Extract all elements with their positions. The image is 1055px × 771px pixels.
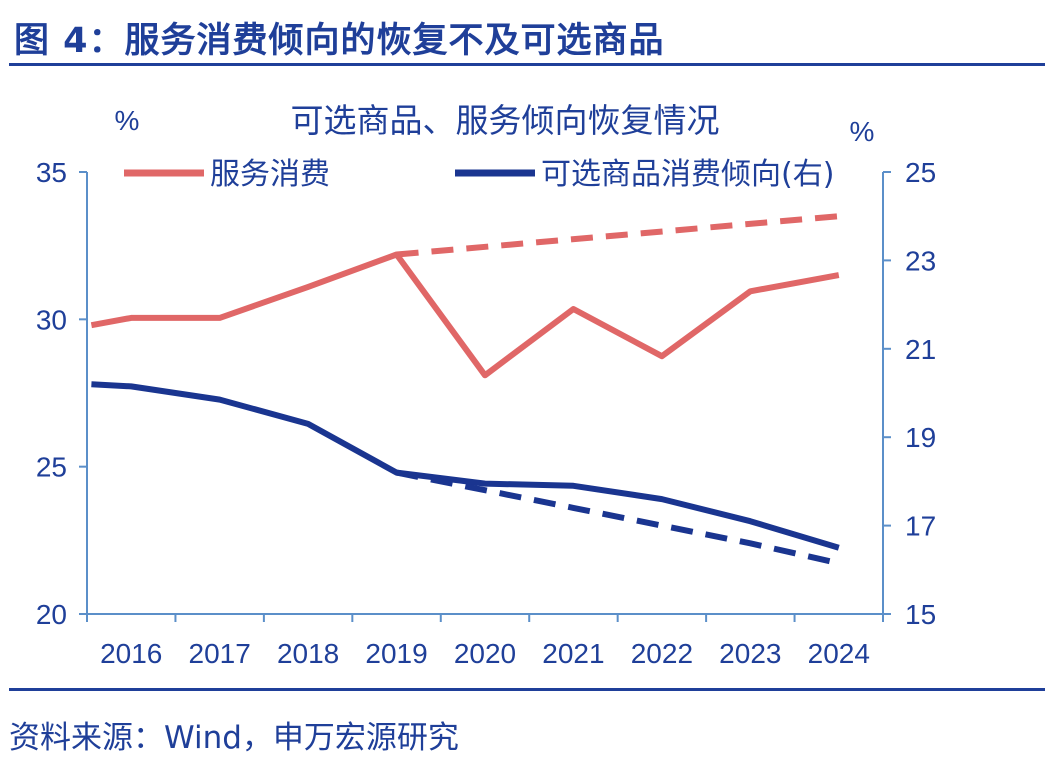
source-note: 资料来源：Wind，申万宏源研究	[9, 720, 459, 756]
right-y-tick-label: 15	[905, 599, 936, 630]
left-y-tick-label: 25	[36, 452, 67, 483]
series-line-left	[90, 251, 840, 379]
x-tick-label: 2019	[365, 638, 427, 669]
x-tick-label: 2023	[719, 638, 781, 669]
right-y-tick-label: 25	[905, 157, 936, 188]
chart-title: 可选商品、服务倾向恢复情况	[291, 101, 720, 140]
axes: 20 25 30 35 15 17 19 21 23 25 2016 2017 2018 2019 2020…	[36, 157, 936, 669]
left-y-tick-label: 30	[36, 304, 67, 335]
legend: 服务消费 可选商品消费倾向(右)	[124, 157, 834, 192]
figure-title: 图 4：服务消费倾向的恢复不及可选商品	[14, 21, 665, 61]
right-y-tick-label: 23	[905, 245, 936, 276]
x-tick-label: 2021	[542, 638, 604, 669]
x-tick-label: 2018	[277, 638, 339, 669]
left-axis-unit: %	[115, 105, 140, 136]
legend-label: 可选商品消费倾向(右)	[541, 157, 834, 192]
legend-label: 服务消费	[210, 157, 330, 192]
right-y-tick-label: 19	[905, 422, 936, 453]
plot-area	[90, 213, 840, 567]
x-tick-label: 2020	[454, 638, 516, 669]
footer-divider	[9, 688, 1045, 691]
x-tick-label: 2022	[631, 638, 693, 669]
trend-line-left	[396, 213, 840, 258]
right-y-tick-label: 21	[905, 334, 936, 365]
x-tick-label: 2024	[808, 638, 870, 669]
line-chart: 可选商品、服务倾向恢复情况 % % 2025303515171921232520…	[36, 101, 936, 669]
series-line-right	[91, 381, 840, 551]
title-divider	[9, 63, 1045, 66]
trend-line-right	[396, 469, 840, 567]
x-tick-label: 2017	[189, 638, 251, 669]
left-y-tick-label: 35	[36, 157, 67, 188]
left-y-tick-label: 20	[36, 599, 67, 630]
x-tick-label: 2016	[100, 638, 162, 669]
right-y-tick-label: 17	[905, 511, 936, 542]
right-axis-unit: %	[850, 116, 875, 147]
